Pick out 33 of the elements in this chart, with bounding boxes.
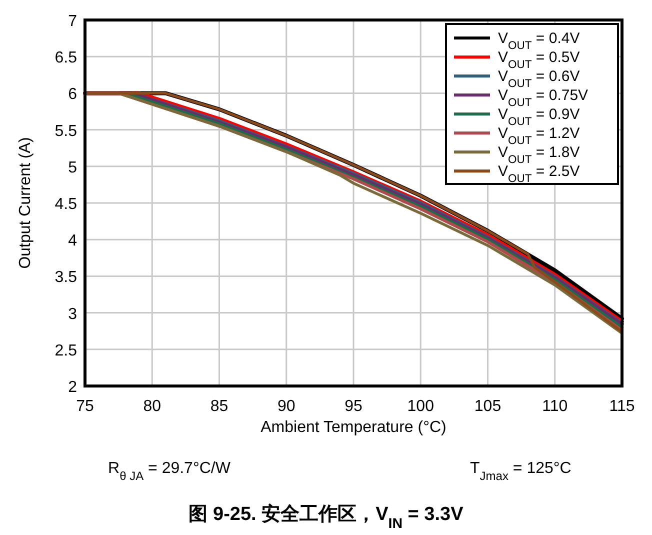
legend-label: V$_{OUT}$ = 0.75V [498, 87, 588, 109]
legend-label: V$_{OUT}$ = 0.5V [498, 49, 580, 71]
x-tick-label: 90 [277, 398, 296, 415]
y-tick-label: 4.5 [54, 196, 78, 213]
x-tick-label: 80 [143, 398, 162, 415]
y-tick-label: 5 [68, 159, 78, 176]
y-tick-label: 2 [68, 379, 78, 396]
legend-label: V$_{OUT}$ = 1.8V [498, 144, 580, 166]
legend-label: V$_{OUT}$ = 0.9V [498, 106, 580, 128]
text: T$_{Jmax}$ = 125°C [470, 460, 572, 483]
legend-label: V$_{OUT}$ = 2.5V [498, 163, 580, 185]
legend-label: V$_{OUT}$ = 0.4V [498, 30, 580, 52]
y-tick-label: 4 [68, 232, 78, 250]
y-tick-label: 3 [68, 306, 78, 323]
x-tick-label: 110 [542, 398, 568, 415]
x-tick-label: 100 [407, 398, 434, 415]
text: R$_{θ JA}$ = 29.7°C/W [108, 460, 232, 483]
x-tick-label: 115 [609, 398, 635, 415]
y-tick-label: 3.5 [54, 269, 78, 286]
x-tick-label: 85 [210, 398, 228, 415]
x-tick-label: 105 [474, 398, 502, 415]
legend-label: V$_{OUT}$ = 0.6V [498, 68, 580, 90]
x-axis-title: Ambient Temperature (°C) [260, 419, 446, 436]
y-axis-title: Output Current (A) [17, 137, 34, 269]
x-tick-label: 95 [344, 398, 362, 415]
text: 图 9-25. 安全工作区，V$_{IN}$ = 3.3V [188, 503, 464, 532]
y-tick-label: 6.5 [54, 50, 78, 67]
x-tick-label: 75 [76, 398, 94, 415]
legend-label: V$_{OUT}$ = 1.2V [498, 125, 580, 147]
y-tick-label: 5.5 [54, 122, 78, 140]
y-tick-label: 2.5 [54, 342, 78, 360]
y-tick-label: 7 [68, 13, 78, 30]
y-tick-label: 6 [68, 86, 78, 104]
